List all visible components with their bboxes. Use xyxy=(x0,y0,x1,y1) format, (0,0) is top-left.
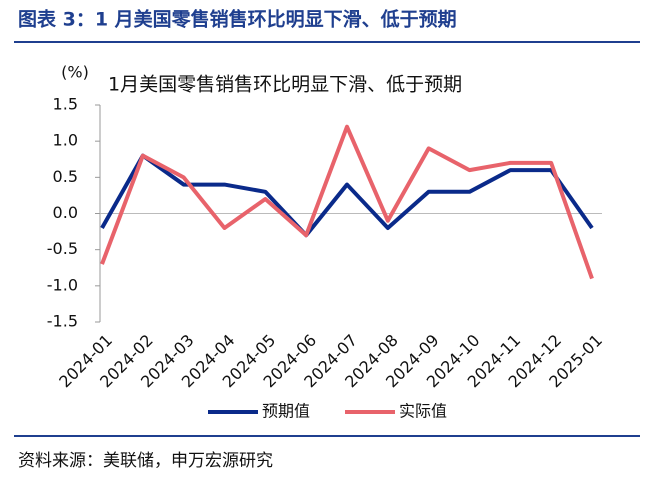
y-tick-label: 0.0 xyxy=(53,203,78,222)
line xyxy=(100,153,594,238)
source: 资料来源：美联储，申万宏源研究 xyxy=(18,451,273,471)
y-tick-label: 1.0 xyxy=(53,131,78,150)
header-title: 图表 3：1 月美国零售销售环比明显下滑、低于预期 xyxy=(18,8,457,31)
y-tick-label: 0.5 xyxy=(53,167,78,186)
legend-label: 实际值 xyxy=(399,402,447,421)
y-tick-label: -1.5 xyxy=(47,312,78,331)
chart-title: 1月美国零售销售环比明显下滑、低于预期 xyxy=(108,74,462,96)
y-tick-label: 1.5 xyxy=(53,95,78,114)
y-tick-label: -1.0 xyxy=(47,275,78,294)
y-tick-label: -0.5 xyxy=(47,239,78,258)
y-axis-label: (%) xyxy=(61,63,89,82)
line xyxy=(100,124,594,280)
legend-label: 预期值 xyxy=(262,402,310,421)
